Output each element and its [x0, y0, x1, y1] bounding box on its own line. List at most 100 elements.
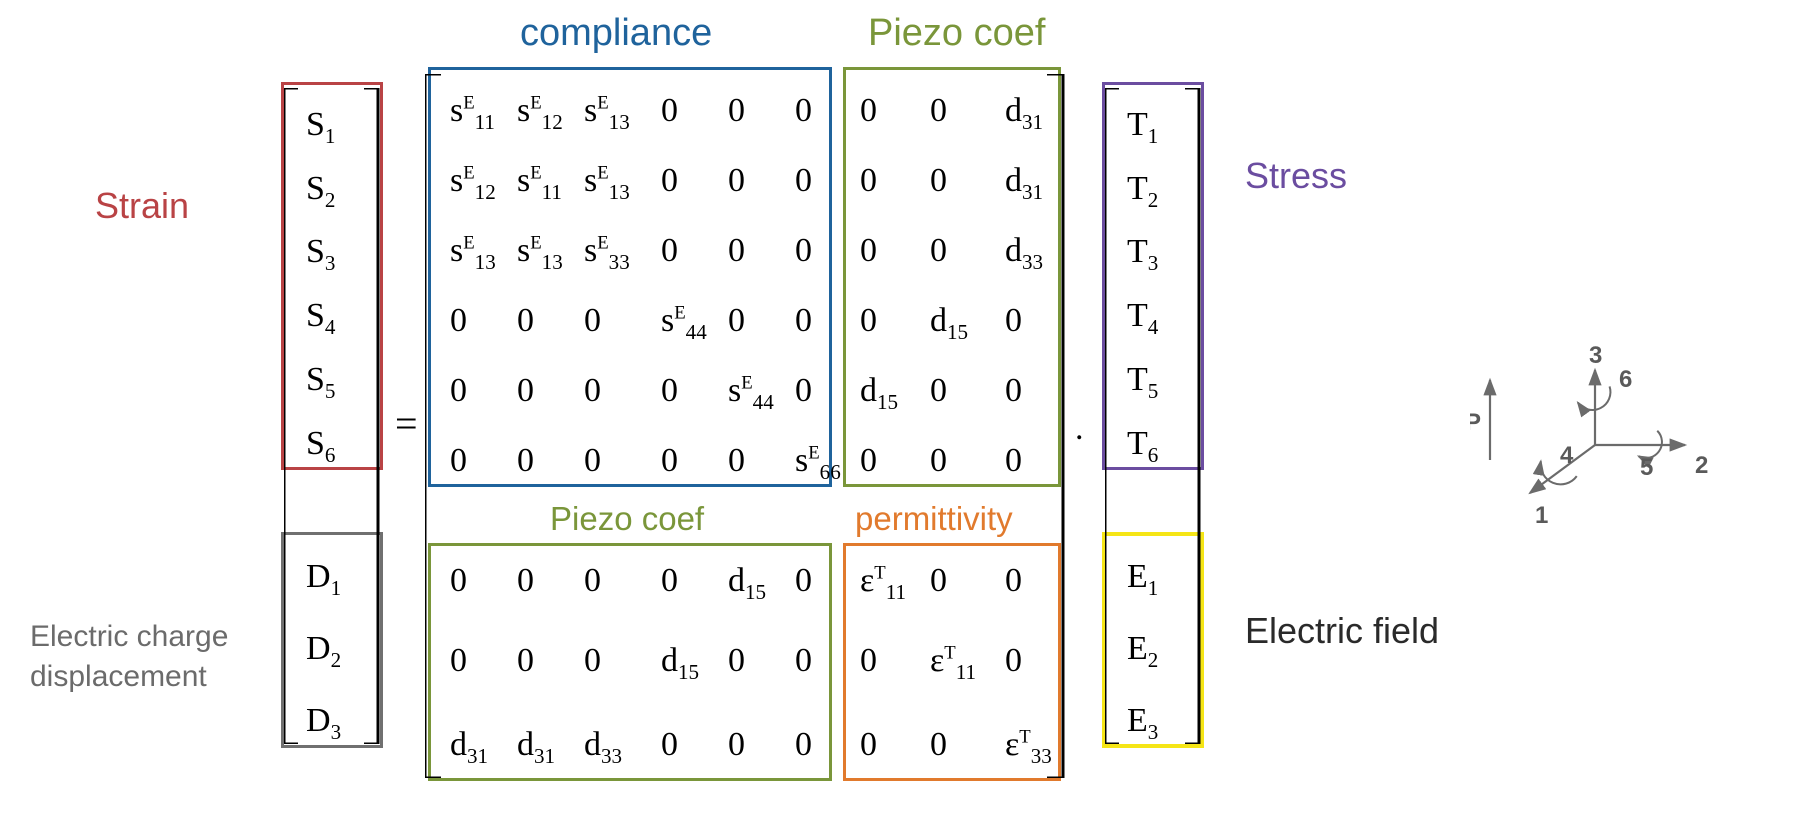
- matrix-cell-r1-c6: 0: [860, 162, 877, 200]
- matrix-cell-r6-c8: 0: [1005, 562, 1022, 600]
- box-piezo-bottom: [428, 543, 832, 781]
- matrix-cell-r5-c5: sE66: [795, 442, 841, 480]
- matrix-cell-r8-c2: d33: [584, 726, 622, 764]
- matrix-cell-r3-c0: 0: [450, 302, 467, 340]
- matrix-cell-r3-c5: 0: [795, 302, 812, 340]
- matrix-cell-r7-c1: 0: [517, 642, 534, 680]
- label-stress: Stress: [1245, 155, 1347, 197]
- matrix-cell-r7-c4: 0: [728, 642, 745, 680]
- bracket-left-big: [425, 74, 446, 778]
- matrix-cell-r4-c8: 0: [1005, 372, 1022, 410]
- matrix-cell-r1-c2: sE13: [584, 162, 630, 200]
- right-vec-item-3: T4: [1127, 297, 1158, 335]
- matrix-cell-r1-c7: 0: [930, 162, 947, 200]
- label-echarge-1: Electric charge: [30, 620, 228, 654]
- svg-text:1: 1: [1535, 502, 1548, 529]
- matrix-cell-r6-c2: 0: [584, 562, 601, 600]
- matrix-cell-r7-c2: 0: [584, 642, 601, 680]
- left-vec-item-0: S1: [306, 106, 335, 144]
- matrix-cell-r8-c1: d31: [517, 726, 555, 764]
- matrix-cell-r7-c8: 0: [1005, 642, 1022, 680]
- matrix-cell-r1-c1: sE11: [517, 162, 562, 200]
- matrix-cell-r8-c4: 0: [728, 726, 745, 764]
- left-vec-item-8: D3: [306, 702, 341, 740]
- dot-product: .: [1075, 410, 1084, 448]
- label-compliance: compliance: [520, 12, 712, 55]
- matrix-cell-r5-c4: 0: [728, 442, 745, 480]
- right-vec-item-0: T1: [1127, 106, 1158, 144]
- matrix-cell-r1-c8: d31: [1005, 162, 1043, 200]
- label-efield: Electric field: [1245, 610, 1439, 652]
- matrix-cell-r1-c4: 0: [728, 162, 745, 200]
- matrix-cell-r4-c1: 0: [517, 372, 534, 410]
- svg-text:4: 4: [1560, 442, 1574, 469]
- svg-text:5: 5: [1640, 454, 1653, 481]
- matrix-cell-r8-c3: 0: [661, 726, 678, 764]
- svg-text:2: 2: [1695, 452, 1708, 479]
- svg-text:3: 3: [1589, 342, 1602, 369]
- matrix-cell-r8-c8: εT33: [1005, 726, 1052, 764]
- svg-text:6: 6: [1619, 366, 1632, 393]
- matrix-cell-r3-c7: d15: [930, 302, 968, 340]
- matrix-cell-r5-c7: 0: [930, 442, 947, 480]
- matrix-cell-r2-c4: 0: [728, 232, 745, 270]
- left-vec-item-4: S5: [306, 361, 335, 399]
- matrix-cell-r4-c7: 0: [930, 372, 947, 410]
- matrix-cell-r0-c2: sE13: [584, 92, 630, 130]
- left-vec-item-5: S6: [306, 425, 335, 463]
- matrix-cell-r2-c3: 0: [661, 232, 678, 270]
- matrix-cell-r2-c8: d33: [1005, 232, 1043, 270]
- matrix-cell-r6-c0: 0: [450, 562, 467, 600]
- matrix-cell-r5-c8: 0: [1005, 442, 1022, 480]
- matrix-cell-r7-c0: 0: [450, 642, 467, 680]
- matrix-cell-r0-c5: 0: [795, 92, 812, 130]
- matrix-cell-r5-c3: 0: [661, 442, 678, 480]
- matrix-cell-r4-c3: 0: [661, 372, 678, 410]
- bracket-right-vec: [364, 88, 383, 744]
- matrix-cell-r1-c3: 0: [661, 162, 678, 200]
- left-vec-item-2: S3: [306, 233, 335, 271]
- matrix-cell-r0-c8: d31: [1005, 92, 1043, 130]
- label-permittivity: permittivity: [855, 500, 1013, 538]
- matrix-cell-r5-c1: 0: [517, 442, 534, 480]
- matrix-cell-r1-c5: 0: [795, 162, 812, 200]
- matrix-cell-r8-c7: 0: [930, 726, 947, 764]
- right-vec-item-4: T5: [1127, 361, 1158, 399]
- matrix-cell-r4-c4: sE44: [728, 372, 774, 410]
- matrix-cell-r5-c6: 0: [860, 442, 877, 480]
- label-piezo-bottom: Piezo coef: [550, 500, 704, 538]
- matrix-cell-r2-c6: 0: [860, 232, 877, 270]
- equals-sign: =: [395, 400, 418, 447]
- right-vec-item-7: E2: [1127, 630, 1158, 668]
- matrix-cell-r2-c2: sE33: [584, 232, 630, 270]
- matrix-cell-r3-c6: 0: [860, 302, 877, 340]
- bracket-left-rhs: [1105, 88, 1124, 744]
- right-vec-item-2: T3: [1127, 233, 1158, 271]
- matrix-cell-r0-c1: sE12: [517, 92, 563, 130]
- matrix-cell-r0-c7: 0: [930, 92, 947, 130]
- matrix-cell-r6-c5: 0: [795, 562, 812, 600]
- right-vec-item-8: E3: [1127, 702, 1158, 740]
- matrix-cell-r5-c2: 0: [584, 442, 601, 480]
- matrix-cell-r2-c1: sE13: [517, 232, 563, 270]
- right-vec-item-5: T6: [1127, 425, 1158, 463]
- matrix-cell-r0-c3: 0: [661, 92, 678, 130]
- matrix-cell-r8-c5: 0: [795, 726, 812, 764]
- matrix-cell-r4-c0: 0: [450, 372, 467, 410]
- matrix-cell-r3-c4: 0: [728, 302, 745, 340]
- axes-diagram: P321456: [1470, 320, 1770, 580]
- bracket-right-rhs: [1185, 88, 1204, 744]
- matrix-cell-r3-c3: sE44: [661, 302, 707, 340]
- matrix-cell-r2-c5: 0: [795, 232, 812, 270]
- matrix-cell-r6-c7: 0: [930, 562, 947, 600]
- matrix-cell-r6-c1: 0: [517, 562, 534, 600]
- matrix-cell-r4-c5: 0: [795, 372, 812, 410]
- bracket-right-big: [1047, 74, 1068, 778]
- matrix-cell-r4-c6: d15: [860, 372, 898, 410]
- matrix-cell-r6-c6: εT11: [860, 562, 906, 600]
- left-vec-item-6: D1: [306, 558, 341, 596]
- label-echarge-2: displacement: [30, 660, 207, 694]
- matrix-cell-r7-c6: 0: [860, 642, 877, 680]
- matrix-cell-r4-c2: 0: [584, 372, 601, 410]
- label-piezo-top: Piezo coef: [868, 12, 1045, 55]
